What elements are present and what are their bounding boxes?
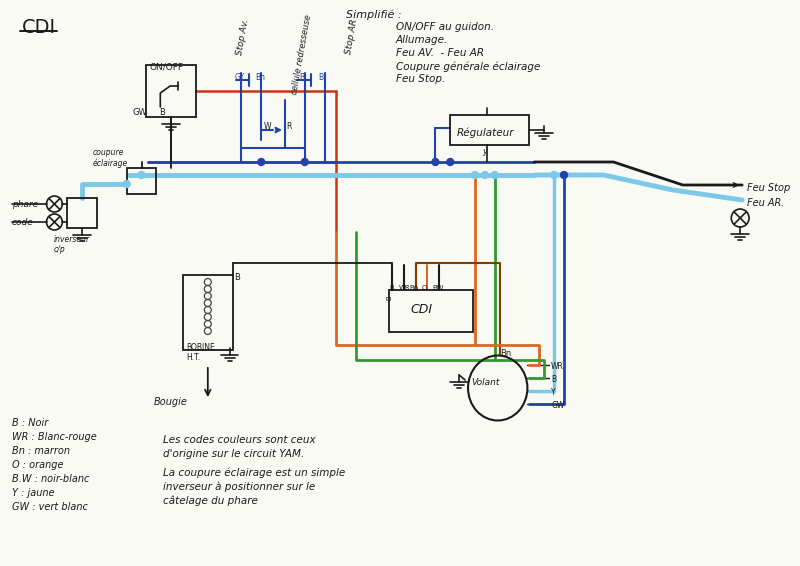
Bar: [389, 290, 473, 332]
Bar: [67, 198, 97, 228]
Circle shape: [550, 171, 558, 178]
Text: Feu Stop: Feu Stop: [747, 183, 790, 193]
Text: phare: phare: [12, 200, 38, 209]
Text: WR: WR: [551, 362, 564, 371]
Text: Y: Y: [551, 388, 556, 397]
Text: y: y: [482, 147, 487, 156]
Circle shape: [123, 181, 130, 187]
Text: O : orange: O : orange: [12, 460, 63, 470]
Text: GW: GW: [133, 108, 147, 117]
Bar: [146, 65, 196, 117]
Text: inverseur à positionner sur le: inverseur à positionner sur le: [163, 482, 315, 492]
Text: Régulateur: Régulateur: [457, 128, 514, 139]
Text: B: B: [389, 285, 394, 291]
Text: B: B: [159, 108, 165, 117]
Text: GW : vert blanc: GW : vert blanc: [12, 502, 88, 512]
Text: B: B: [386, 295, 392, 300]
Text: WR: WR: [398, 285, 410, 291]
Text: La coupure éclairage est un simple: La coupure éclairage est un simple: [163, 468, 346, 478]
Text: W: W: [264, 122, 272, 131]
Text: Stop AR: Stop AR: [344, 18, 359, 55]
Circle shape: [471, 171, 478, 178]
Text: Stop Av.: Stop Av.: [235, 18, 250, 56]
Text: WR : Blanc-rouge: WR : Blanc-rouge: [12, 432, 97, 442]
Text: Les codes couleurs sont ceux: Les codes couleurs sont ceux: [163, 435, 316, 445]
Text: Allumage.: Allumage.: [396, 35, 448, 45]
Circle shape: [138, 171, 145, 178]
Text: Feu Stop.: Feu Stop.: [396, 74, 445, 84]
Text: BOBINE
H.T.: BOBINE H.T.: [186, 343, 214, 362]
Circle shape: [491, 171, 498, 178]
Text: BW: BW: [433, 285, 444, 291]
Text: Bn: Bn: [255, 73, 266, 82]
Text: Y : jaune: Y : jaune: [12, 488, 54, 498]
Circle shape: [446, 158, 454, 165]
Text: CDI: CDI: [22, 18, 56, 37]
Text: R: R: [286, 122, 291, 131]
Circle shape: [432, 158, 439, 165]
Text: ON/OFF au guidon.: ON/OFF au guidon.: [396, 22, 494, 32]
Text: inverseur
c/p: inverseur c/p: [54, 235, 90, 254]
Text: B : Noir: B : Noir: [12, 418, 48, 428]
Circle shape: [258, 158, 265, 165]
Text: coupure
éclairage: coupure éclairage: [93, 148, 128, 168]
Text: Feu AV.  - Feu AR: Feu AV. - Feu AR: [396, 48, 484, 58]
Text: B: B: [299, 73, 304, 82]
Text: O: O: [422, 285, 427, 291]
Text: Bn : marron: Bn : marron: [12, 446, 70, 456]
Text: GW: GW: [551, 401, 565, 410]
Text: cellule redresseuse: cellule redresseuse: [290, 14, 313, 96]
Text: B: B: [551, 375, 556, 384]
Text: B: B: [234, 273, 240, 282]
Text: Bougie: Bougie: [154, 397, 187, 407]
Text: Volant: Volant: [471, 378, 499, 387]
Text: ON/OFF: ON/OFF: [150, 62, 183, 71]
Text: GY: GY: [234, 73, 245, 82]
Circle shape: [561, 171, 567, 178]
Text: Bn: Bn: [410, 285, 419, 291]
Text: Coupure générale éclairage: Coupure générale éclairage: [396, 61, 540, 71]
Text: CDI: CDI: [410, 303, 433, 316]
Text: B.W : noir-blanc: B.W : noir-blanc: [12, 474, 90, 484]
Bar: [126, 168, 156, 194]
Circle shape: [482, 171, 488, 178]
Bar: [450, 115, 530, 145]
Text: Simplifié :: Simplifié :: [346, 10, 402, 20]
Text: B: B: [318, 73, 324, 82]
Text: Feu AR.: Feu AR.: [747, 198, 785, 208]
Text: code: code: [12, 218, 34, 227]
Bar: [183, 275, 233, 350]
Text: d'origine sur le circuit YAM.: d'origine sur le circuit YAM.: [163, 449, 305, 459]
Text: Bn: Bn: [500, 349, 511, 358]
Circle shape: [302, 158, 308, 165]
Text: câtelage du phare: câtelage du phare: [163, 496, 258, 507]
